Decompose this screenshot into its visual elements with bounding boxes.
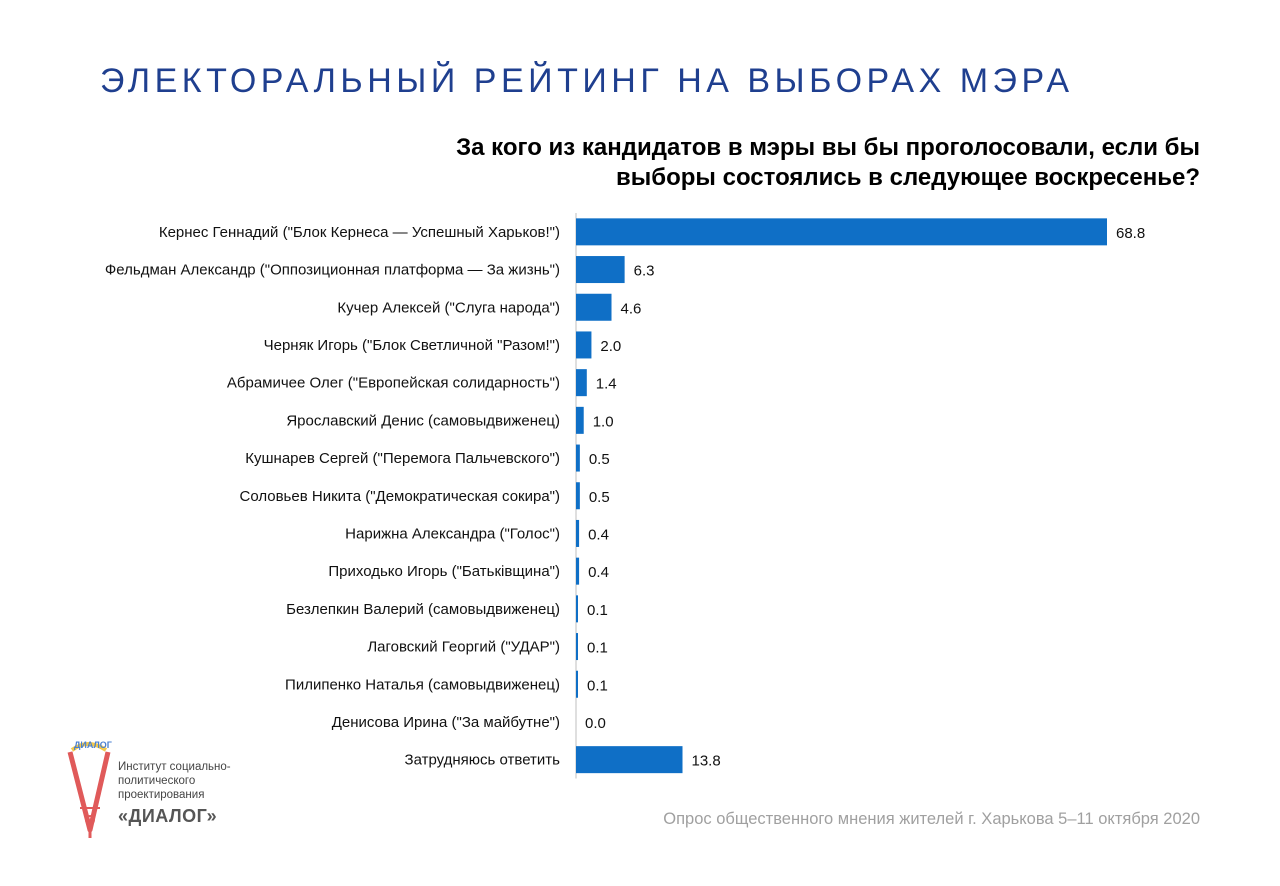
bar [576, 293, 612, 321]
bar [576, 746, 683, 774]
data-label: 6.3 [634, 263, 655, 280]
category-label: Приходько Игорь ("Батьківщина") [328, 563, 560, 580]
category-label: Нарижна Александра ("Голос") [345, 525, 560, 542]
bar [576, 406, 584, 434]
question-line-1: За кого из кандидатов в мэры вы бы прого… [456, 134, 1200, 161]
dialog-logo-icon: ДИАЛОГ [67, 740, 112, 838]
bar [576, 444, 580, 472]
bar [576, 670, 578, 698]
data-label: 4.6 [621, 300, 642, 317]
bar [576, 557, 580, 585]
data-label: 0.1 [587, 602, 608, 619]
data-label: 1.4 [596, 376, 617, 393]
logo-arc-text: ДИАЛОГ [74, 740, 112, 750]
logo-line-3: проектирования [118, 789, 205, 801]
bar [576, 595, 578, 623]
data-label: 0.1 [587, 640, 608, 657]
question-line-2: выборы состоялись в следующее воскресень… [616, 164, 1200, 191]
category-label: Абрамичее Олег ("Европейская солидарност… [227, 375, 560, 392]
category-label: Кушнарев Сергей ("Перемога Пальчевского"… [245, 450, 560, 467]
logo-line-1: Институт социально- [118, 761, 231, 773]
bar [576, 256, 625, 284]
bar [576, 218, 1107, 246]
bar [576, 331, 592, 359]
logo-name: «ДИАЛОГ» [118, 806, 218, 826]
category-label: Безлепкин Валерий (самовыдвиженец) [286, 601, 560, 618]
category-label: Черняк Игорь ("Блок Светличной "Разом!") [264, 337, 560, 354]
survey-footer: Опрос общественного мнения жителей г. Ха… [663, 810, 1200, 828]
category-label: Кучер Алексей ("Слуга народа") [337, 299, 560, 316]
category-label: Денисова Ирина ("За майбутне") [332, 714, 560, 731]
category-label: Пилипенко Наталья (самовыдвиженец) [285, 676, 560, 693]
data-label: 0.4 [588, 526, 609, 543]
category-label: Фельдман Александр ("Оппозиционная платф… [105, 262, 560, 279]
data-label: 2.0 [600, 338, 621, 355]
category-label: Лаговский Георгий ("УДАР") [367, 639, 560, 656]
data-label: 68.8 [1116, 225, 1145, 242]
data-label: 1.0 [593, 413, 614, 430]
bar [576, 633, 578, 661]
data-label: 0.1 [587, 677, 608, 694]
bar [576, 369, 587, 397]
data-label: 0.5 [589, 489, 610, 506]
bar [576, 519, 580, 547]
bar [576, 482, 580, 510]
category-label: Затрудняюсь ответить [405, 752, 561, 769]
data-label: 0.0 [585, 715, 606, 732]
chart-question: За кого из кандидатов в мэры вы бы прого… [300, 133, 1200, 193]
category-label: Соловьев Никита ("Демократическая сокира… [239, 488, 560, 505]
logo-caption: Институт социально- политического проект… [118, 760, 231, 802]
data-label: 0.4 [588, 564, 609, 581]
category-label: Ярославский Денис (самовыдвиженец) [286, 412, 560, 429]
category-label: Кернес Геннадий ("Блок Кернеса — Успешны… [159, 224, 560, 241]
logo-line-2: политического [118, 775, 196, 787]
data-label: 13.8 [692, 753, 721, 770]
page-title: ЭЛЕКТОРАЛЬНЫЙ РЕЙТИНГ НА ВЫБОРАХ МЭРА [100, 62, 1074, 100]
data-label: 0.5 [589, 451, 610, 468]
